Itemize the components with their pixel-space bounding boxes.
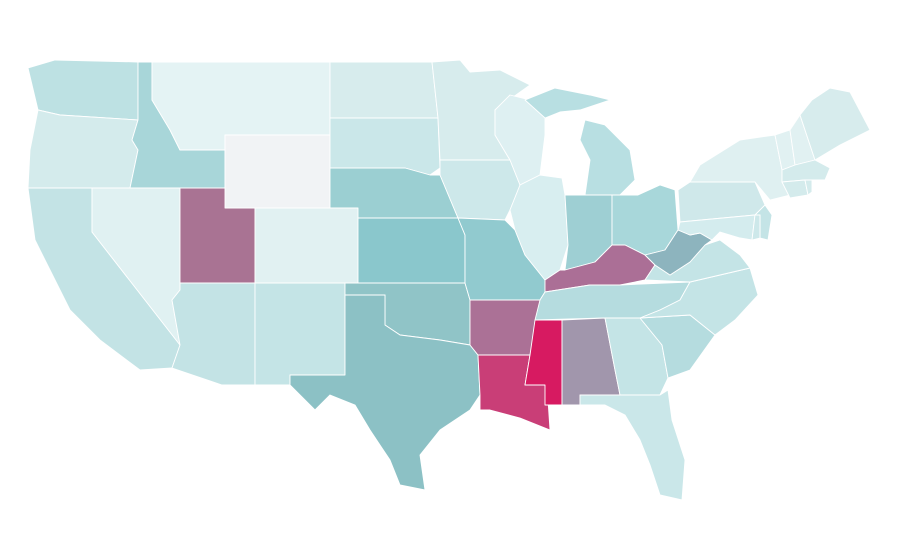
state [27, 109, 139, 189]
state [357, 217, 466, 284]
state [639, 267, 759, 336]
state [254, 207, 359, 284]
state [329, 61, 439, 119]
state [329, 117, 441, 176]
state [171, 282, 256, 386]
states [27, 59, 871, 501]
state [804, 179, 813, 196]
state [254, 282, 346, 386]
state [27, 59, 139, 121]
state [224, 134, 331, 209]
state [494, 94, 546, 186]
state [799, 87, 871, 161]
state [751, 214, 761, 241]
state [579, 389, 686, 501]
state [289, 294, 481, 491]
